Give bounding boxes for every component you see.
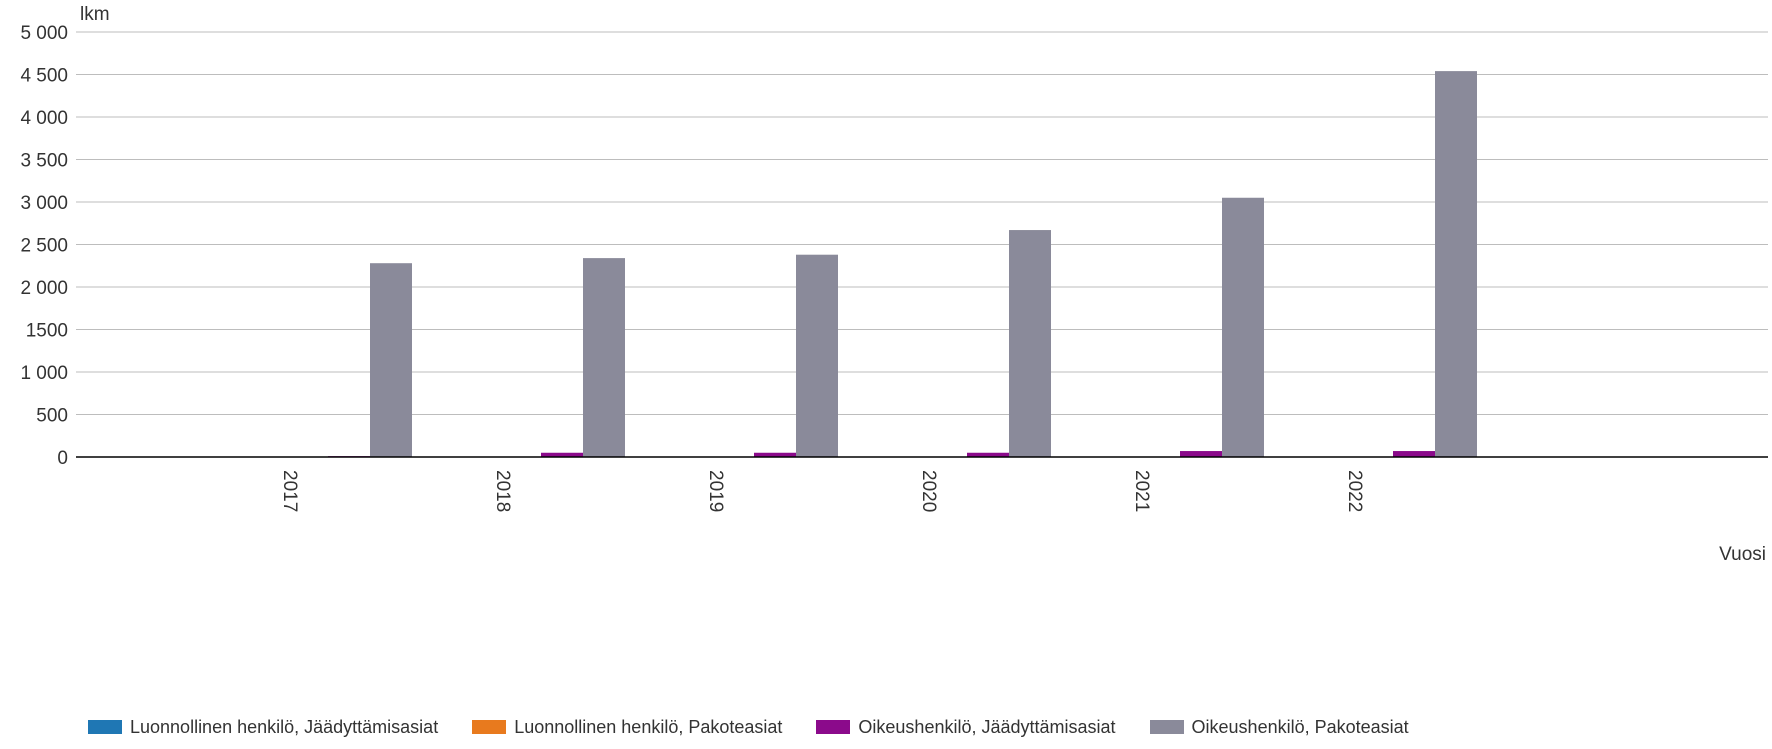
legend-label: Oikeushenkilö, Pakoteasiat bbox=[1191, 716, 1409, 737]
bar-2019-series-2 bbox=[754, 452, 796, 457]
y-axis-title: lkm bbox=[80, 4, 110, 25]
y-tick-label: 3 500 bbox=[20, 151, 68, 172]
x-tick-label: 2021 bbox=[1131, 470, 1152, 512]
legend-swatch bbox=[88, 720, 122, 734]
x-tick-label: 2017 bbox=[279, 470, 300, 512]
x-axis-title: Vuosi bbox=[1719, 544, 1766, 565]
bars bbox=[328, 71, 1477, 457]
legend-label: Oikeushenkilö, Jäädyttämisasiat bbox=[858, 716, 1116, 737]
legend-item: Luonnollinen henkilö, Pakoteasiat bbox=[472, 717, 782, 738]
bar-2020-series-2 bbox=[967, 452, 1009, 457]
legend-item: Oikeushenkilö, Pakoteasiat bbox=[1149, 716, 1409, 738]
bar-2020-series-3 bbox=[1009, 230, 1051, 457]
bar-2017-series-3 bbox=[370, 263, 412, 457]
y-tick-label: 500 bbox=[36, 406, 68, 427]
gridlines bbox=[76, 31, 1768, 415]
y-tick-label: 1 000 bbox=[20, 363, 68, 384]
y-tick-label: 2 000 bbox=[20, 278, 68, 299]
legend-swatch bbox=[1149, 720, 1184, 734]
y-tick-label: 3 000 bbox=[20, 193, 68, 214]
legend-label: Luonnollinen henkilö, Pakoteasiat bbox=[514, 716, 783, 737]
bar-2021-series-2 bbox=[1180, 451, 1222, 457]
legend-item: Oikeushenkilö, Jäädyttämisasiat bbox=[816, 716, 1116, 738]
x-tick-label: 2020 bbox=[918, 470, 939, 512]
y-tick-label: 4 000 bbox=[20, 108, 68, 129]
y-tick-label: 1500 bbox=[26, 321, 68, 342]
y-axis-ticks: 0 500 1 000 1500 2 000 2 500 3 000 3 500 4 000 4 … bbox=[20, 23, 68, 469]
bar-2018-series-3 bbox=[583, 258, 625, 457]
legend-label: Luonnollinen henkilö, Jäädyttämisasiat bbox=[130, 716, 439, 737]
y-tick-label: 5 000 bbox=[20, 23, 68, 44]
bar-2022-series-3 bbox=[1435, 71, 1477, 457]
x-axis-ticks: 2017 2018 2019 2020 2021 2022 bbox=[279, 470, 1365, 512]
bar-2018-series-2 bbox=[541, 452, 583, 457]
y-tick-label: 2 500 bbox=[20, 236, 68, 257]
x-tick-label: 2019 bbox=[705, 470, 726, 512]
legend: Luonnollinen henkilö, Jäädyttämisasiat Lu… bbox=[88, 714, 1728, 740]
y-tick-label: 0 bbox=[57, 448, 68, 469]
legend-swatch bbox=[472, 720, 507, 734]
bar-2021-series-3 bbox=[1222, 197, 1264, 457]
y-tick-label: 4 500 bbox=[20, 66, 68, 87]
bar-2019-series-3 bbox=[796, 254, 838, 457]
x-tick-label: 2022 bbox=[1344, 470, 1365, 512]
x-tick-label: 2018 bbox=[492, 470, 513, 512]
bar-2022-series-2 bbox=[1393, 451, 1435, 457]
legend-item: Luonnollinen henkilö, Jäädyttämisasiat bbox=[88, 717, 438, 738]
legend-swatch bbox=[816, 720, 851, 734]
